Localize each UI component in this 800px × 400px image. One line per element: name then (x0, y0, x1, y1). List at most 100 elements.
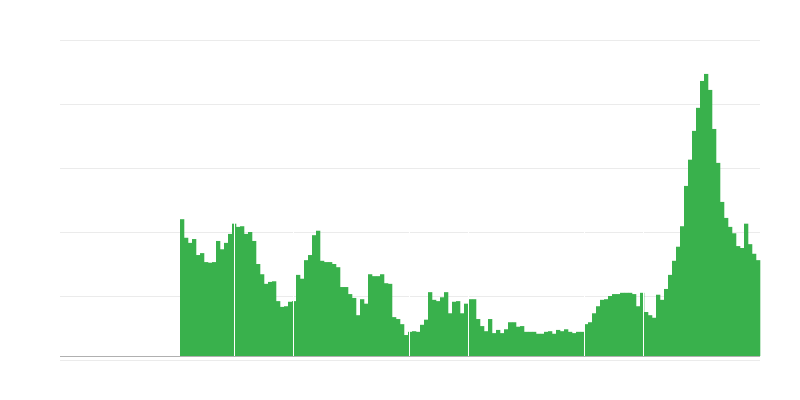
bar (496, 329, 501, 356)
bar (268, 281, 273, 356)
bar (704, 73, 709, 357)
bar (288, 301, 293, 356)
bar (756, 260, 761, 356)
bar (720, 201, 725, 356)
bar (428, 292, 433, 356)
bar (344, 287, 349, 356)
bar (440, 297, 445, 356)
bar (752, 253, 757, 356)
bar (400, 324, 405, 356)
bar (540, 333, 545, 356)
bar (340, 287, 345, 356)
bar (708, 89, 713, 357)
bar (256, 264, 261, 356)
bar (740, 248, 745, 356)
bar (632, 294, 637, 356)
bar (516, 326, 521, 356)
bar (716, 162, 721, 356)
bar (240, 226, 245, 356)
bar (320, 260, 325, 356)
bar (272, 281, 277, 356)
bar (672, 260, 677, 356)
bar (276, 301, 281, 356)
bar (452, 301, 457, 356)
bar (296, 274, 301, 356)
bar (580, 331, 585, 356)
bar (556, 329, 561, 356)
bar (652, 317, 657, 356)
bar (180, 219, 185, 356)
bar (444, 292, 449, 356)
bar (348, 294, 353, 356)
bar (200, 253, 205, 356)
bar (656, 294, 661, 356)
bar (384, 283, 389, 356)
bar (604, 299, 609, 356)
bar (248, 232, 253, 356)
bar (356, 315, 361, 356)
bar (416, 331, 421, 356)
bar (480, 326, 485, 356)
bar (684, 185, 689, 356)
bar (492, 333, 497, 356)
bar (408, 331, 413, 356)
bar (424, 319, 429, 356)
bar (724, 217, 729, 356)
bar (244, 233, 249, 356)
bar (620, 292, 625, 356)
bar (472, 299, 477, 356)
bar (520, 326, 525, 356)
bar (300, 278, 305, 356)
bar (220, 249, 225, 356)
bar (668, 274, 673, 356)
bar (512, 322, 517, 356)
bar (456, 301, 461, 356)
bar (564, 329, 569, 356)
bar (216, 240, 221, 356)
bar (436, 301, 441, 356)
bar (236, 226, 241, 356)
bar (484, 331, 489, 356)
bar (644, 312, 649, 356)
bar (696, 107, 701, 356)
bar (728, 226, 733, 356)
bar (432, 299, 437, 356)
bar (584, 324, 589, 356)
bar (600, 299, 605, 356)
bar (464, 303, 469, 356)
bar (560, 331, 565, 356)
bar (412, 331, 417, 356)
bar (548, 331, 553, 356)
bar (224, 242, 229, 356)
bar (380, 274, 385, 356)
bar (252, 240, 257, 356)
bar (616, 294, 621, 356)
period-separators (234, 200, 644, 356)
bar (208, 262, 213, 356)
bar (360, 299, 365, 356)
bar (680, 226, 685, 356)
bar (196, 255, 201, 356)
bar (304, 260, 309, 356)
bar (420, 324, 425, 356)
bar (264, 283, 269, 356)
bar (364, 303, 369, 356)
bar (688, 159, 693, 356)
bar (316, 230, 321, 356)
bar (328, 262, 333, 356)
bar (312, 235, 317, 356)
bar (608, 296, 613, 356)
bar (508, 322, 513, 356)
bar (228, 233, 233, 356)
bar (460, 313, 465, 356)
bar (692, 130, 697, 356)
bar (744, 223, 749, 356)
bar (324, 262, 329, 356)
bar (648, 315, 653, 356)
bar (500, 333, 505, 356)
bar (368, 274, 373, 356)
bar (544, 331, 549, 356)
bar (284, 306, 289, 356)
bar (552, 333, 557, 356)
bar (388, 283, 393, 356)
